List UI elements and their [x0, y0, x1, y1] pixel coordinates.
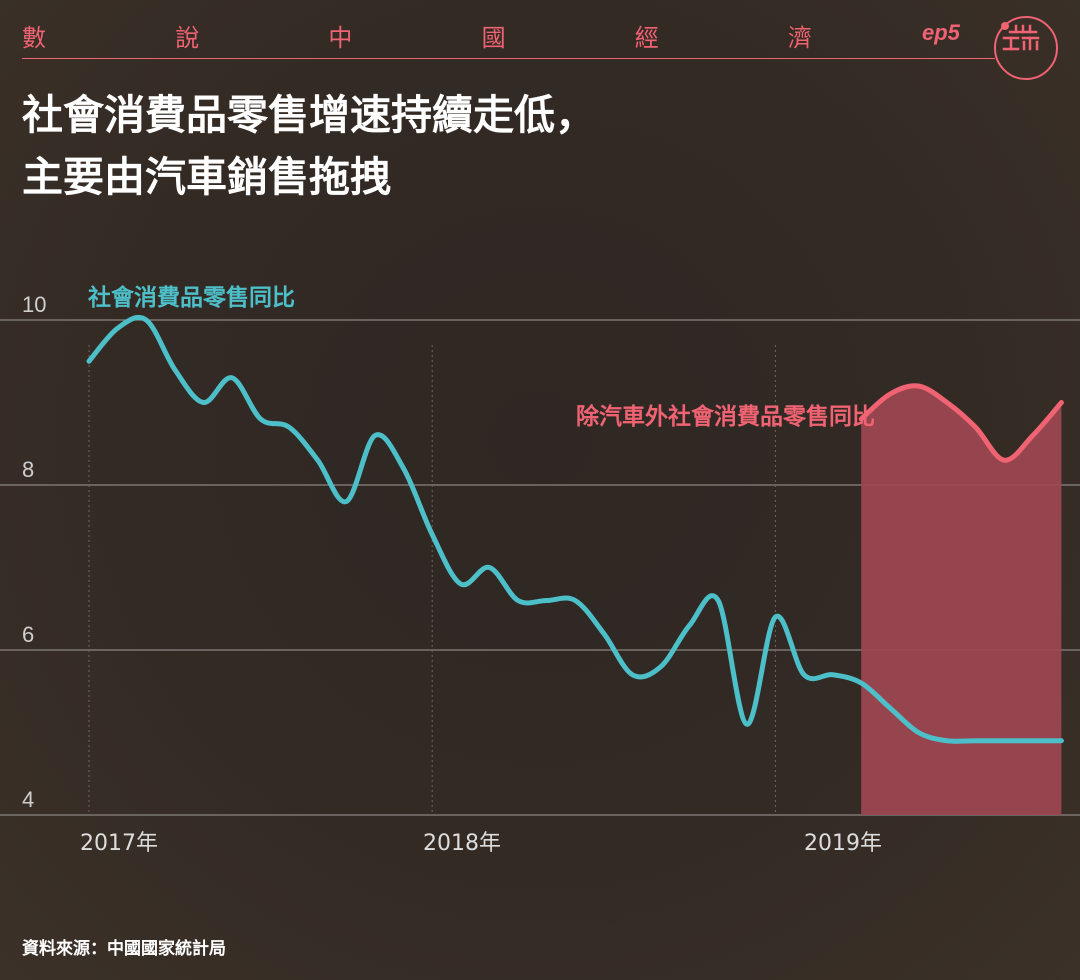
x-tick-label: 2018年	[423, 831, 501, 856]
source-note: 資料來源：中國國家統計局	[22, 939, 226, 959]
headline: 社會消費品零售增速持續走低， 主要由汽車銷售拖拽	[22, 84, 596, 208]
series-line-retail-sales	[86, 314, 1064, 744]
header-divider	[22, 58, 995, 59]
highlight-band	[861, 385, 1062, 815]
x-tick-label: 2019年	[804, 831, 882, 856]
y-tick-label: 6	[22, 622, 34, 647]
line-chart: 10 8 6 4 2017年 2018年 2019年 社會消費品零售同比除汽車外社會消費品零售…	[0, 284, 1080, 856]
brand-logo-icon	[994, 16, 1058, 80]
series-label-retail-sales-ex-auto: 除汽車外社會消費品零售同比	[576, 403, 875, 430]
headline-line-1: 社會消費品零售增速持續走低，	[22, 91, 596, 139]
series-line-retail-sales-ex-auto	[858, 383, 1064, 463]
episode-label: ep5	[922, 20, 960, 45]
series-char: 中	[328, 24, 353, 52]
y-tick-label: 4	[22, 787, 34, 812]
series-char: 數	[22, 24, 46, 52]
x-tick-label: 2017年	[80, 831, 158, 856]
y-tick-label: 8	[22, 457, 34, 482]
series-char: 國	[481, 24, 506, 52]
y-tick-label: 10	[22, 292, 46, 317]
series-char: 濟	[787, 24, 812, 52]
headline-line-2: 主要由汽車銷售拖拽	[22, 153, 391, 201]
series-char: 說	[175, 24, 200, 52]
series-title: 數 說 中 國 經 濟	[22, 18, 812, 53]
series-label-retail-sales: 社會消費品零售同比	[88, 284, 295, 311]
series-char: 經	[634, 24, 659, 52]
header: 數 說 中 國 經 濟 ep5	[22, 14, 982, 58]
